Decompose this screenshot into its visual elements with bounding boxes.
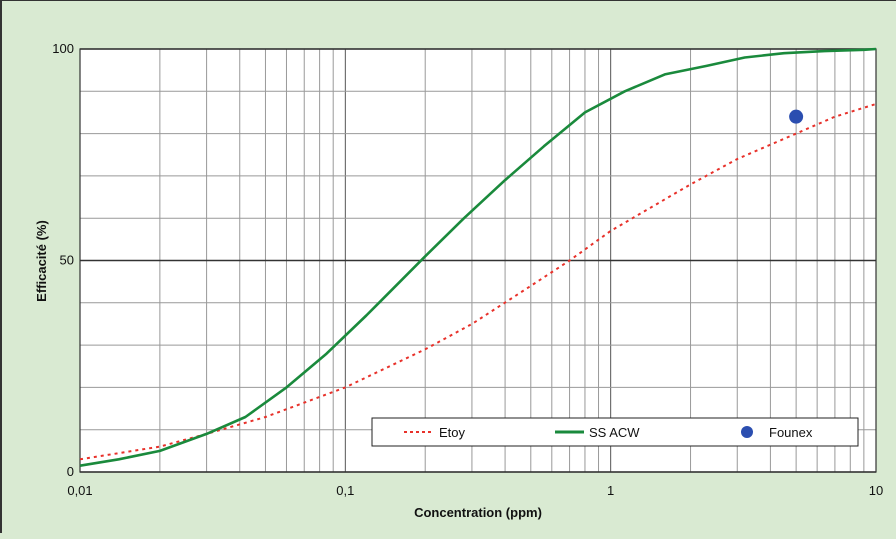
- x-tick-label: 0,1: [336, 483, 354, 498]
- legend-label-founex: Founex: [769, 425, 813, 440]
- legend-label-etoy: Etoy: [439, 425, 466, 440]
- y-tick-label: 0: [67, 464, 74, 479]
- y-tick-label: 100: [52, 41, 74, 56]
- x-tick-label: 10: [869, 483, 883, 498]
- y-tick-label: 50: [60, 253, 74, 268]
- data-point-founex: [789, 109, 804, 124]
- x-tick-label: 1: [607, 483, 614, 498]
- x-axis-label: Concentration (ppm): [414, 505, 542, 520]
- legend: Etoy SS ACW Founex: [371, 417, 859, 447]
- legend-label-ss-acw: SS ACW: [589, 425, 640, 440]
- plot-border: [79, 48, 877, 473]
- series-layer: [79, 47, 877, 467]
- y-axis-label: Efficacité (%): [34, 220, 49, 302]
- series-line-ss-acw: [79, 47, 877, 467]
- grid: [79, 48, 877, 473]
- series-line-etoy: [79, 103, 877, 461]
- legend-swatch-founex: [741, 426, 753, 438]
- x-tick-label: 0,01: [67, 483, 92, 498]
- legend-box: [371, 417, 859, 447]
